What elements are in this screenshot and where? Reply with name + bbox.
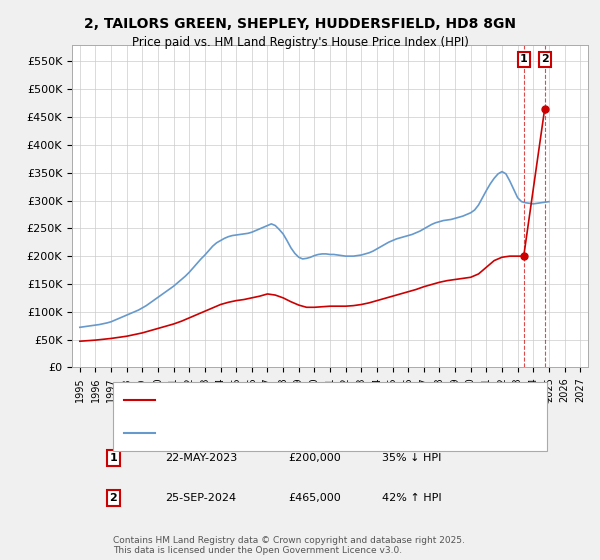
Text: 2, TAILORS GREEN, SHEPLEY, HUDDERSFIELD, HD8 8GN (detached house): 2, TAILORS GREEN, SHEPLEY, HUDDERSFIELD,…	[165, 395, 550, 405]
Text: 22-MAY-2023: 22-MAY-2023	[165, 453, 237, 463]
Text: 35% ↓ HPI: 35% ↓ HPI	[382, 453, 441, 463]
Text: 2, TAILORS GREEN, SHEPLEY, HUDDERSFIELD, HD8 8GN: 2, TAILORS GREEN, SHEPLEY, HUDDERSFIELD,…	[84, 17, 516, 31]
Text: 1: 1	[520, 54, 527, 64]
Text: 2: 2	[109, 493, 117, 503]
Text: 1: 1	[109, 453, 117, 463]
Text: 2: 2	[541, 54, 548, 64]
Text: £200,000: £200,000	[289, 453, 341, 463]
Text: £465,000: £465,000	[289, 493, 341, 503]
Text: Price paid vs. HM Land Registry's House Price Index (HPI): Price paid vs. HM Land Registry's House …	[131, 36, 469, 49]
Text: HPI: Average price, detached house, Kirklees: HPI: Average price, detached house, Kirk…	[165, 428, 399, 438]
FancyBboxPatch shape	[113, 382, 547, 451]
Text: 25-SEP-2024: 25-SEP-2024	[165, 493, 236, 503]
Text: Contains HM Land Registry data © Crown copyright and database right 2025.
This d: Contains HM Land Registry data © Crown c…	[113, 536, 465, 556]
Text: 42% ↑ HPI: 42% ↑ HPI	[382, 493, 441, 503]
